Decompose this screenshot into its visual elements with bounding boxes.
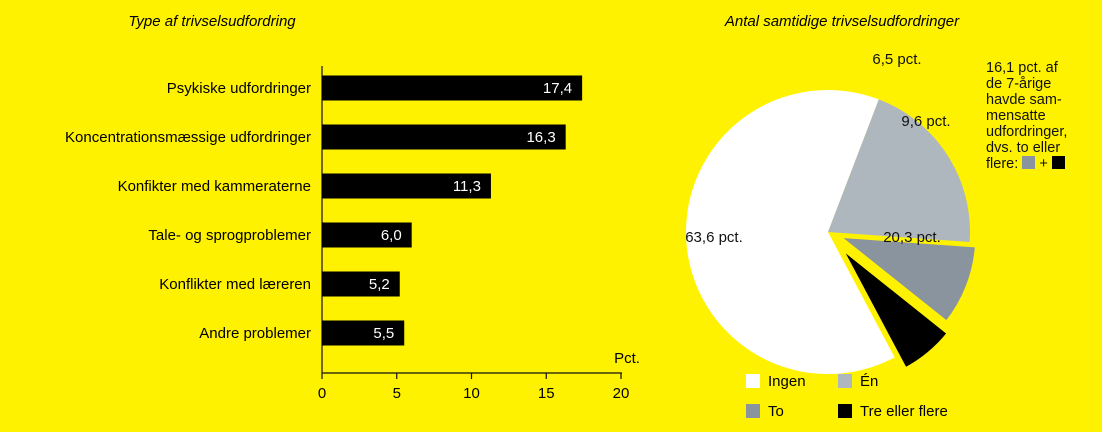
annotation-text: 16,1 pct. af de 7-årige havde sam- mensa… [986,60,1068,172]
bar-category-label: Konflikter med læreren [159,276,311,293]
pie-value-label: 20,3 pct. [883,229,941,246]
bar [322,124,566,150]
bar [322,271,400,297]
legend-swatch [838,404,852,418]
bar-category-label: Konfikter med kammeraterne [118,178,311,195]
bar-value-label: 5,5 [373,325,394,342]
legend-swatch [746,374,760,388]
bar-category-label: Andre problemer [199,325,311,342]
bar-x-tick-label: 15 [538,385,555,402]
bar-value-label: 6,0 [381,227,402,244]
bar-chart: 0 5 10 15 20 Pct. Psykiske udfordringer 17,4 Kon… [65,66,640,402]
pie-chart-title: Antal samtidige trivselsudfordringer [724,13,960,30]
bar-value-label: 16,3 [526,129,555,146]
bar-value-label: 5,2 [369,276,390,293]
bar-x-tick-label: 10 [463,385,480,402]
bar-x-tick-label: 20 [613,385,630,402]
legend-label: Tre eller flere [860,403,948,420]
bar [322,173,491,199]
bar [322,222,412,248]
pie-chart: 63,6 pct. 20,3 pct. 9,6 pct. 6,5 pct. [685,51,980,374]
legend-label: Én [860,373,878,390]
bar-value-label: 11,3 [453,178,481,195]
pie-legend: Ingen Én To Tre eller flere [746,373,948,420]
bar-x-tick-label: 0 [318,385,326,402]
bar-value-label: 17,4 [543,80,572,97]
legend-label: Ingen [768,373,806,390]
bar-category-label: Tale- og sprogproblemer [148,227,311,244]
pie-slice [831,233,980,326]
bar [322,320,405,346]
bar-chart-title: Type af trivselsudfordring [128,13,296,30]
bar-category-label: Koncentrationsmæssige udfordringer [65,129,311,146]
legend-label: To [768,403,784,420]
annotation-note: 16,1 pct. af de 7-årige havde sam- mensa… [986,60,1102,172]
pie-value-label: 6,5 pct. [872,51,921,68]
pie-slice [828,99,971,243]
swatch-to [1022,156,1036,169]
pie-value-label: 9,6 pct. [901,113,950,130]
legend-swatch [746,404,760,418]
pie-slice [837,244,952,373]
pie-slice [686,89,895,374]
legend-swatch [838,374,852,388]
bar [322,75,583,101]
swatch-tre [1051,156,1065,169]
bar-x-tick-label: 5 [393,385,401,402]
pie-value-label: 63,6 pct. [685,229,743,246]
bar-x-axis-label: Pct. [614,350,640,367]
annotation-plus: + [1039,156,1048,172]
bar-category-label: Psykiske udfordringer [167,80,311,97]
